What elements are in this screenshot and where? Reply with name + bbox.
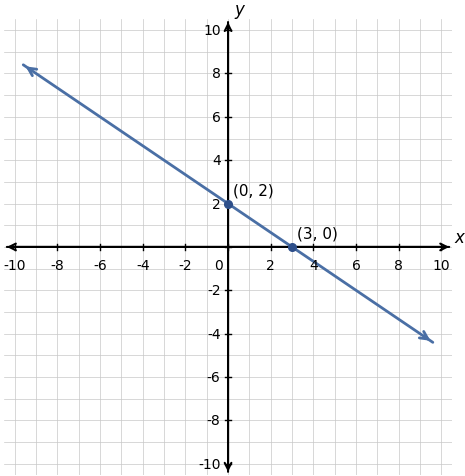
Text: -6: -6 [93, 258, 107, 272]
Text: -4: -4 [136, 258, 150, 272]
Text: 10: 10 [203, 24, 220, 38]
Text: -2: -2 [207, 284, 220, 298]
Text: 10: 10 [432, 258, 450, 272]
Text: 0: 0 [214, 258, 223, 272]
Text: 2: 2 [212, 197, 220, 211]
Text: -8: -8 [207, 414, 220, 427]
Text: 4: 4 [309, 258, 318, 272]
Text: 8: 8 [394, 258, 403, 272]
Text: 6: 6 [352, 258, 360, 272]
Text: x: x [454, 228, 464, 247]
Text: (0, 2): (0, 2) [233, 183, 274, 198]
Text: 4: 4 [212, 154, 220, 168]
Text: -10: -10 [3, 258, 26, 272]
Text: 2: 2 [266, 258, 275, 272]
Text: -2: -2 [179, 258, 192, 272]
Text: -10: -10 [198, 457, 220, 471]
Text: -6: -6 [207, 370, 220, 384]
Text: (3, 0): (3, 0) [297, 226, 338, 241]
Text: 6: 6 [212, 110, 220, 125]
Text: -4: -4 [207, 327, 220, 341]
Text: y: y [234, 1, 244, 19]
Text: -8: -8 [51, 258, 64, 272]
Text: 8: 8 [212, 67, 220, 81]
